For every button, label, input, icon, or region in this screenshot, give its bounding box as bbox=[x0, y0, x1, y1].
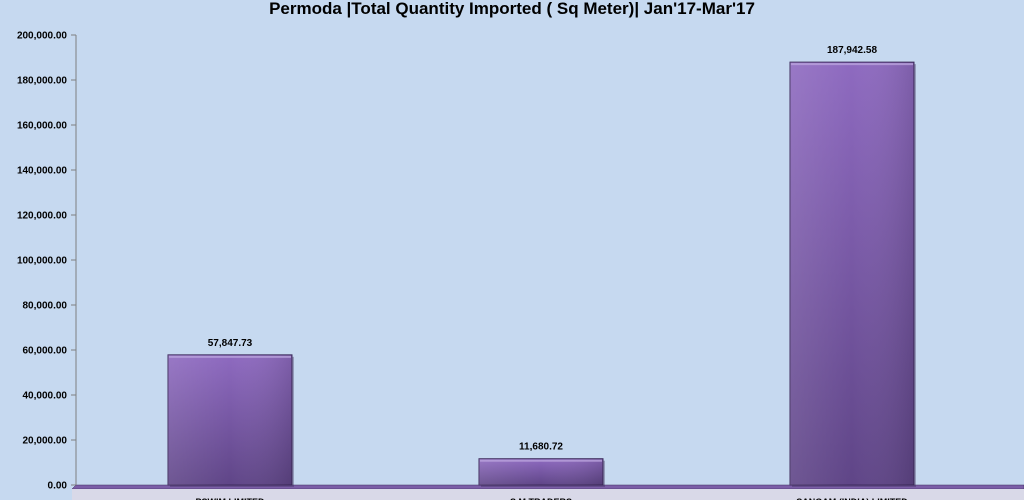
y-tick-label: 20,000.00 bbox=[23, 436, 68, 447]
y-tick-label: 200,000.00 bbox=[17, 31, 67, 42]
y-tick-label: 140,000.00 bbox=[17, 166, 67, 177]
y-tick-label: 60,000.00 bbox=[23, 346, 68, 357]
floor-front bbox=[72, 489, 1024, 500]
y-tick-label: 100,000.00 bbox=[17, 256, 67, 267]
y-axis: 0.00 20,000.00 40,000.00 60,000.00 80,000.00… bbox=[17, 31, 77, 492]
y-tick-label: 0.00 bbox=[48, 481, 68, 492]
chart-title: Permoda |Total Quantity Imported ( Sq Me… bbox=[269, 0, 755, 18]
bar-value-label: 187,942.58 bbox=[827, 45, 877, 56]
bar-top-highlight bbox=[169, 355, 291, 358]
chart-floor bbox=[71, 484, 1024, 500]
bar-top-highlight bbox=[480, 459, 602, 462]
y-tick-label: 120,000.00 bbox=[17, 211, 67, 222]
bar-value-label: 57,847.73 bbox=[208, 338, 253, 349]
y-tick-label: 80,000.00 bbox=[23, 301, 68, 312]
y-tick-label: 160,000.00 bbox=[17, 121, 67, 132]
bar-shine bbox=[479, 458, 603, 485]
category-label: S M TRADERS bbox=[510, 497, 572, 500]
category-label: PSWIM LIMITED bbox=[196, 497, 265, 500]
category-label: SANGAM (INDIA) LIMITED bbox=[796, 497, 908, 500]
bar bbox=[478, 458, 605, 487]
labels: 57,847.73 PSWIM LIMITED 11,680.72 S M TRADE… bbox=[196, 45, 909, 500]
y-tick-label: 180,000.00 bbox=[17, 76, 67, 87]
bars bbox=[167, 61, 916, 487]
bar-shine bbox=[790, 62, 914, 485]
y-tick-label: 40,000.00 bbox=[23, 391, 68, 402]
bar-top-highlight bbox=[791, 63, 913, 66]
bar bbox=[789, 61, 916, 487]
bar-shine bbox=[168, 354, 292, 485]
bar bbox=[167, 354, 294, 487]
bar-value-label: 11,680.72 bbox=[519, 442, 563, 453]
